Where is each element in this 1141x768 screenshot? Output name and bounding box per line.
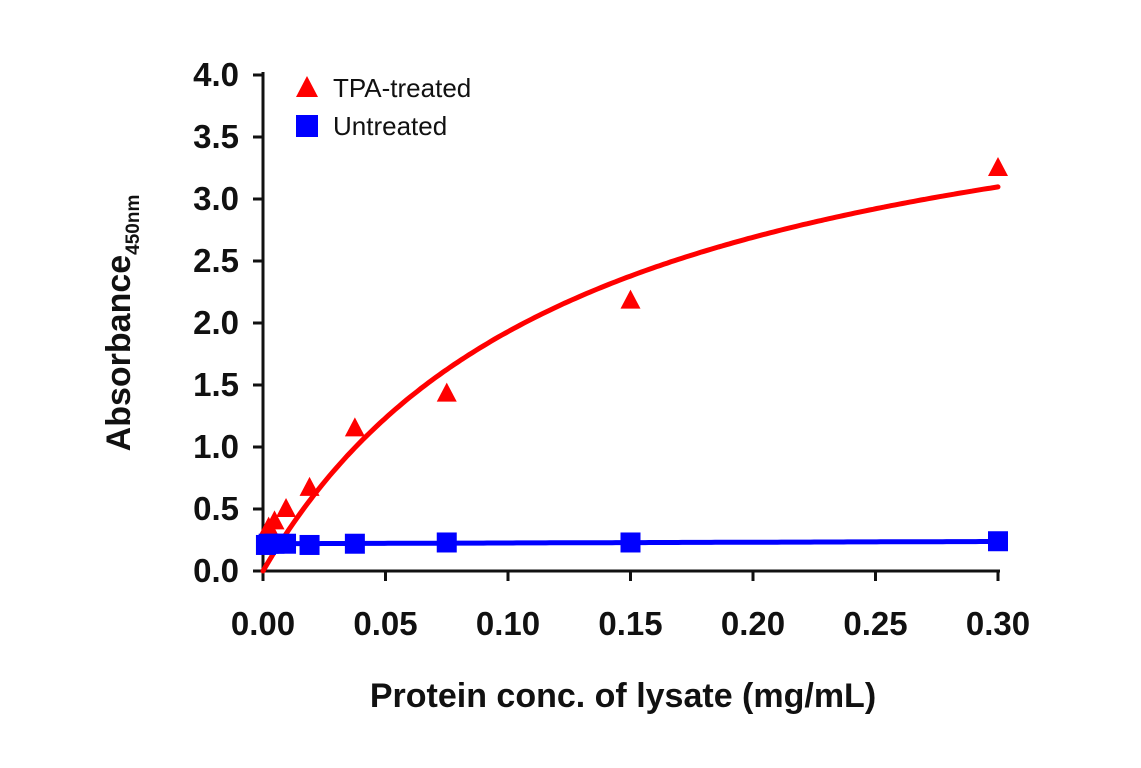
y-axis-title: Absorbance450nm — [100, 195, 144, 452]
fit-curve-tpa-treated — [260, 184, 1001, 574]
legend-marker-triangle — [296, 76, 318, 97]
legend-label-tpa: TPA-treated — [333, 73, 471, 103]
y-tick-label: 0.5 — [193, 490, 239, 527]
x-axis-title: Protein conc. of lysate (mg/mL) — [370, 677, 876, 715]
x-tick-label: 0.30 — [966, 605, 1030, 642]
y-tick-label: 2.0 — [193, 304, 239, 341]
point-triangle — [620, 289, 641, 309]
point-triangle — [344, 417, 365, 437]
point-triangle — [988, 157, 1008, 176]
x-tick-label: 0.00 — [231, 605, 295, 642]
point-triangle — [276, 498, 297, 517]
legend: TPA-treated Untreated — [296, 73, 471, 141]
point-square — [276, 533, 297, 554]
y-tick-label: 3.0 — [193, 180, 239, 217]
legend-item-untreated: Untreated — [296, 111, 447, 141]
x-tick-label: 0.20 — [721, 605, 785, 642]
x-tick-label: 0.25 — [843, 605, 907, 642]
y-tick-label: 2.5 — [193, 242, 239, 279]
legend-label-untreated: Untreated — [333, 111, 447, 141]
axes — [261, 72, 1000, 573]
point-square — [988, 531, 1008, 552]
point-triangle — [264, 510, 285, 530]
x-ticks: 0.00 0.05 0.10 0.15 0.20 0.25 0.30 — [231, 571, 1030, 642]
legend-marker-square — [296, 115, 318, 137]
point-square — [344, 533, 365, 554]
y-tick-label: 0.0 — [193, 552, 239, 589]
point-triangle — [436, 382, 457, 402]
x-tick-label: 0.15 — [598, 605, 662, 642]
y-tick-label: 4.0 — [193, 56, 239, 93]
y-tick-label: 3.5 — [193, 118, 239, 155]
x-tick-label: 0.10 — [476, 605, 540, 642]
data-points — [255, 157, 1008, 555]
point-triangle — [299, 476, 320, 496]
fit-curves — [260, 184, 1001, 574]
y-axis-title-main: Absorbance — [100, 255, 138, 452]
legend-item-tpa: TPA-treated — [296, 73, 471, 103]
point-square — [299, 534, 320, 555]
y-tick-label: 1.0 — [193, 428, 239, 465]
point-square — [436, 532, 457, 553]
point-square — [620, 532, 641, 553]
y-ticks: 0.0 0.5 1.0 1.5 2.0 2.5 3.0 3.5 4.0 — [193, 56, 263, 589]
x-tick-label: 0.05 — [353, 605, 417, 642]
y-tick-label: 1.5 — [193, 366, 239, 403]
y-axis-title-subscript: 450nm — [123, 195, 144, 255]
